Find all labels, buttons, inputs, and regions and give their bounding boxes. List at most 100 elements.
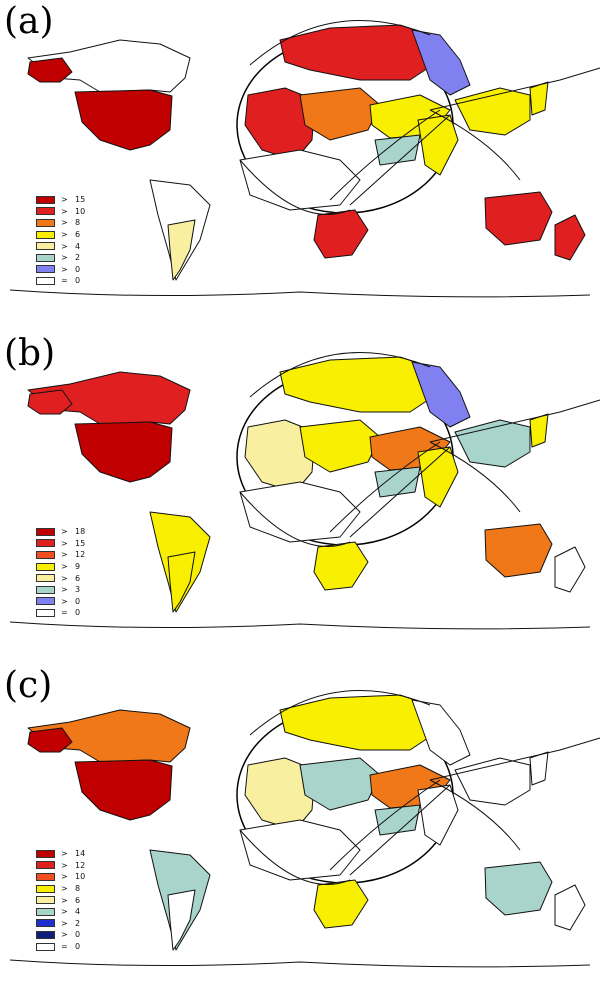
- region-europe-central: [299, 419, 381, 473]
- legend-swatch: [36, 861, 55, 870]
- map-boundary-line: [429, 737, 601, 781]
- legend-value: 8: [75, 884, 81, 894]
- region-alaska: [27, 727, 73, 753]
- map-boundary-line: [249, 352, 431, 398]
- region-new-zealand: [554, 546, 586, 593]
- region-europe-north: [279, 356, 441, 413]
- map-boundary-line: [429, 779, 521, 851]
- legend-value: 10: [75, 206, 86, 216]
- legend-value: 18: [75, 527, 86, 537]
- cartogram-map-b: [9, 352, 601, 630]
- legend-swatch: [36, 919, 55, 928]
- region-europe-west: [244, 757, 316, 831]
- legend-a: >15 >10 >8 >6 >4 >2 >0 = 0: [36, 194, 85, 287]
- legend-swatch: [36, 872, 55, 881]
- legend-row: >18: [36, 526, 85, 538]
- legend-value: 6: [75, 230, 81, 240]
- legend-operator: >: [61, 253, 68, 263]
- region-india: [417, 114, 459, 176]
- legend-swatch: [36, 265, 55, 274]
- legend-value: 4: [75, 907, 81, 917]
- legend-operator: >: [61, 884, 68, 894]
- legend-value: 14: [75, 849, 86, 859]
- region-north-america: [27, 709, 191, 763]
- legend-operator: =: [61, 608, 68, 618]
- region-europe-west: [244, 419, 316, 493]
- map-regions-a: [9, 20, 601, 298]
- region-central-asia: [374, 466, 421, 498]
- legend-swatch: [36, 608, 55, 617]
- legend-swatch: [36, 539, 55, 548]
- region-usa: [74, 89, 173, 151]
- region-japan: [529, 413, 549, 448]
- legend-swatch: [36, 253, 55, 262]
- map-boundary-line: [349, 114, 451, 206]
- legend-swatch: [36, 849, 55, 858]
- legend-value: 10: [75, 872, 86, 882]
- region-europe-central: [299, 87, 381, 141]
- legend-operator: >: [61, 218, 68, 228]
- map-boundary-line: [239, 829, 351, 885]
- region-africa: [239, 481, 361, 543]
- legend-value: 0: [75, 596, 81, 606]
- map-boundary-line: [429, 399, 601, 443]
- legend-row: >12: [36, 549, 85, 561]
- map-boundary-line: [329, 441, 441, 533]
- region-china: [454, 419, 531, 468]
- map-boundary-line: [349, 446, 451, 538]
- legend-value: 9: [75, 562, 81, 572]
- map-panel-c: (c) >14 >12 >10 >8 >6 >4 >2 >0 = 0: [0, 664, 603, 994]
- map-regions-b: [9, 352, 601, 630]
- region-europe-west: [244, 87, 316, 161]
- legend-operator: >: [61, 930, 68, 940]
- map-boundary-line: [9, 289, 591, 298]
- cartogram-map-a: [9, 20, 601, 298]
- legend-row: >4: [36, 240, 85, 252]
- region-africa: [239, 149, 361, 211]
- map-panel-b: (b) >18 >15 >12 >9 >6 >3 >0 = 0: [0, 332, 603, 662]
- region-china: [454, 757, 531, 806]
- region-alaska: [27, 57, 73, 83]
- region-central-asia: [374, 134, 421, 166]
- legend-swatch: [36, 574, 55, 583]
- legend-operator: >: [61, 195, 68, 205]
- region-south-africa: [313, 209, 369, 259]
- legend-row: >9: [36, 561, 85, 573]
- legend-row: >4: [36, 906, 85, 918]
- legend-operator: >: [61, 585, 68, 595]
- map-boundary-line: [239, 159, 351, 215]
- legend-swatch: [36, 207, 55, 216]
- legend-operator: >: [61, 872, 68, 882]
- legend-operator: >: [61, 562, 68, 572]
- legend-row: >0: [36, 596, 85, 608]
- region-russia: [411, 29, 471, 96]
- legend-row: >14: [36, 848, 85, 860]
- legend-swatch: [36, 884, 55, 893]
- region-india: [417, 446, 459, 508]
- panel-label-c: (c): [4, 665, 53, 706]
- legend-operator: >: [61, 206, 68, 216]
- legend-swatch: [36, 597, 55, 606]
- map-boundary-line: [429, 67, 601, 111]
- region-africa: [239, 819, 361, 881]
- legend-operator: >: [61, 596, 68, 606]
- legend-row: = 0: [36, 941, 85, 953]
- map-panel-a: (a) >15 >10 >8 >6 >4 >2 >0 = 0: [0, 0, 603, 330]
- legend-row: >6: [36, 572, 85, 584]
- legend-swatch: [36, 896, 55, 905]
- legend-swatch: [36, 218, 55, 227]
- legend-row: = 0: [36, 607, 85, 619]
- legend-swatch: [36, 562, 55, 571]
- panel-label-a: (a): [4, 1, 54, 42]
- legend-operator: >: [61, 907, 68, 917]
- region-usa: [74, 759, 173, 821]
- legend-swatch: [36, 276, 55, 285]
- legend-swatch: [36, 585, 55, 594]
- region-new-zealand: [554, 884, 586, 931]
- region-australia: [484, 191, 553, 246]
- legend-operator: >: [61, 573, 68, 583]
- region-new-zealand: [554, 214, 586, 261]
- legend-swatch: [36, 230, 55, 239]
- region-japan: [529, 751, 549, 786]
- region-russia: [411, 361, 471, 428]
